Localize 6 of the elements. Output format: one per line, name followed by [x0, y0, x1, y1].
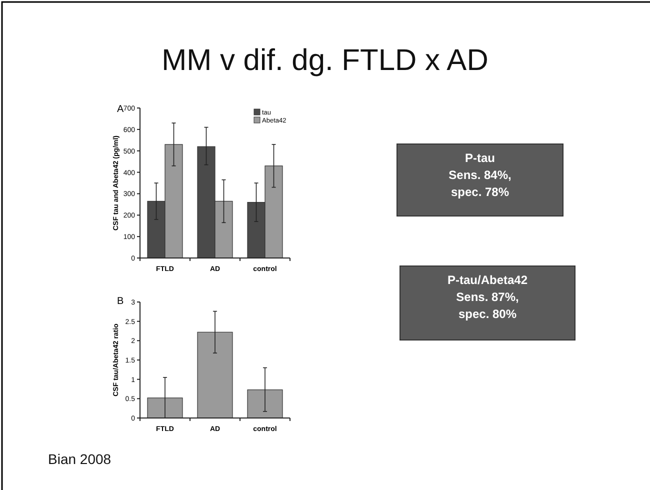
- text: P-tau Sens. 84%, spec. 78%: [448, 151, 512, 199]
- chart-title: MM v dif. dg. FTLD x AD: [162, 44, 488, 77]
- text: A: [117, 104, 124, 115]
- text: Bian 2008: [48, 451, 112, 467]
- text: B: [117, 296, 124, 307]
- text: P-tau/Abeta42 Sens. 87%, spec. 80%: [447, 273, 528, 321]
